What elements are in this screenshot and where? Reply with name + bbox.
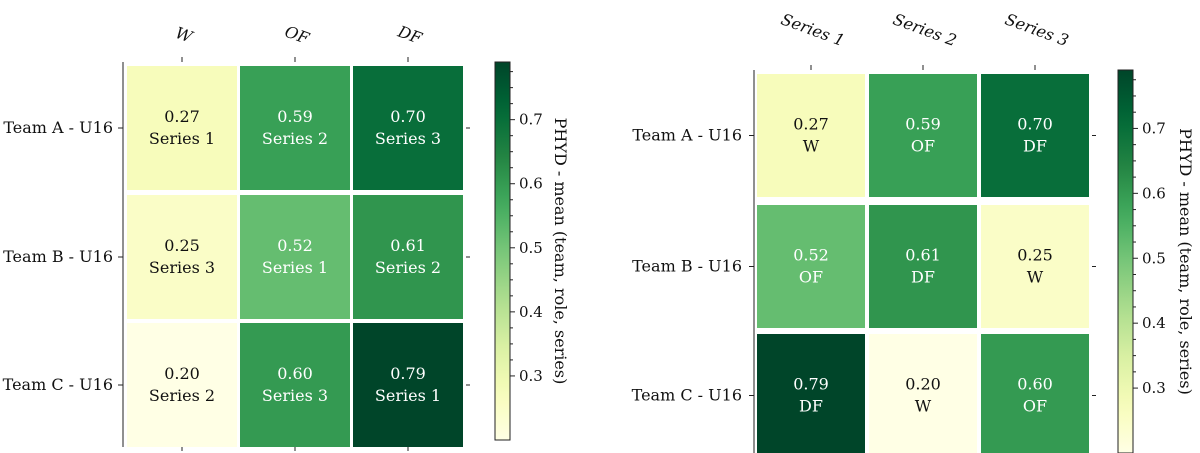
- colorbar-tick-label: 0.6: [519, 175, 543, 193]
- heatmap-cell: [981, 334, 1089, 453]
- heatmap-cell: [869, 205, 977, 328]
- colorbar-tick-label: 0.5: [519, 239, 543, 257]
- cell-value-label: 0.52: [277, 236, 313, 255]
- cell-value-label: 0.52: [793, 246, 829, 265]
- cell-category-label: Series 2: [149, 386, 215, 405]
- heatmap-cell: [981, 74, 1089, 197]
- colorbar-label: PHYD - mean (team, role, series): [551, 118, 570, 385]
- cell-category-label: DF: [911, 268, 935, 287]
- y-tick-label: Team A - U16: [3, 118, 113, 137]
- heatmap-cell: [127, 66, 237, 190]
- cell-value-label: 0.59: [277, 107, 313, 126]
- y-tick-label: Team A - U16: [632, 126, 742, 145]
- colorbar-tick-label: 0.7: [1142, 119, 1166, 137]
- cell-category-label: Series 1: [375, 386, 441, 405]
- heatmap-cell: [240, 195, 350, 319]
- y-tick-label: Team C - U16: [3, 375, 113, 394]
- colorbar-tick-label: 0.4: [1142, 314, 1166, 332]
- y-tick-label: Team C - U16: [632, 386, 742, 405]
- cell-value-label: 0.61: [390, 236, 426, 255]
- cell-value-label: 0.20: [164, 364, 200, 383]
- heatmap-cell: [353, 195, 463, 319]
- cell-value-label: 0.27: [164, 107, 200, 126]
- heatmap-cell: [353, 323, 463, 447]
- cell-value-label: 0.25: [1017, 246, 1053, 265]
- heatmap-cell: [869, 74, 977, 197]
- cell-value-label: 0.70: [1017, 115, 1053, 134]
- cell-category-label: W: [1027, 268, 1044, 287]
- cell-value-label: 0.70: [390, 107, 426, 126]
- cell-category-label: OF: [1023, 397, 1047, 416]
- y-tick-label: Team B - U16: [632, 257, 742, 276]
- colorbar-tick-label: 0.3: [519, 367, 543, 385]
- cell-category-label: OF: [911, 137, 935, 156]
- cell-value-label: 0.79: [390, 364, 426, 383]
- colorbar-tick-label: 0.5: [1142, 249, 1166, 267]
- colorbar-tick-label: 0.4: [519, 303, 543, 321]
- x-tick-label: Series 2: [891, 10, 960, 50]
- cell-value-label: 0.79: [793, 375, 829, 394]
- cell-category-label: DF: [799, 397, 823, 416]
- cell-value-label: 0.60: [277, 364, 313, 383]
- heatmap-cell: [981, 205, 1089, 328]
- cell-category-label: OF: [799, 268, 823, 287]
- heatmap-cell: [353, 66, 463, 190]
- x-tick-label: Series 3: [1003, 10, 1072, 50]
- heatmap-cell: [757, 205, 865, 328]
- cell-value-label: 0.20: [905, 375, 941, 394]
- heatmap-cell: [757, 74, 865, 197]
- cell-category-label: Series 2: [375, 258, 441, 277]
- heatmap-cell: [240, 66, 350, 190]
- cell-value-label: 0.25: [164, 236, 200, 255]
- heatmap-cell: [240, 323, 350, 447]
- cell-value-label: 0.61: [905, 246, 941, 265]
- cell-category-label: W: [915, 397, 932, 416]
- heatmap-panel-1: 0.27 Series 1 0.59 Series 2 0.70 Series 3 0.25…: [3, 21, 570, 451]
- cell-category-label: Series 3: [149, 258, 215, 277]
- x-tick-label: OF: [282, 22, 312, 48]
- cell-value-label: 0.60: [1017, 375, 1053, 394]
- x-tick-label: W: [173, 23, 196, 47]
- x-tick-label: Series 1: [779, 10, 848, 50]
- cell-category-label: Series 1: [262, 258, 328, 277]
- x-tick-label: DF: [394, 21, 425, 48]
- cell-value-label: 0.59: [905, 115, 941, 134]
- y-tick-label: Team B - U16: [3, 247, 113, 266]
- colorbar-label: PHYD - mean (team, role, series): [1176, 128, 1195, 395]
- heatmap-cell: [127, 323, 237, 447]
- colorbar-tick-label: 0.3: [1142, 379, 1166, 397]
- cell-category-label: Series 3: [262, 386, 328, 405]
- colorbar: [494, 61, 511, 441]
- cell-category-label: Series 1: [149, 129, 215, 148]
- heatmap-panel-2: 0.27 W 0.59 OF 0.70 DF 0.52 OF 0.61 DF 0.25 W 0.79 DF…: [632, 10, 1195, 453]
- heatmap-cell: [127, 195, 237, 319]
- colorbar-tick-label: 0.6: [1142, 184, 1166, 202]
- heatmap-cell: [757, 334, 865, 453]
- cell-category-label: Series 3: [375, 129, 441, 148]
- colorbar-tick-label: 0.7: [519, 111, 543, 129]
- heatmap-cell: [869, 334, 977, 453]
- cell-value-label: 0.27: [793, 115, 829, 134]
- cell-category-label: DF: [1023, 137, 1047, 156]
- cell-category-label: W: [803, 137, 820, 156]
- colorbar: [1117, 69, 1134, 453]
- cell-category-label: Series 2: [262, 129, 328, 148]
